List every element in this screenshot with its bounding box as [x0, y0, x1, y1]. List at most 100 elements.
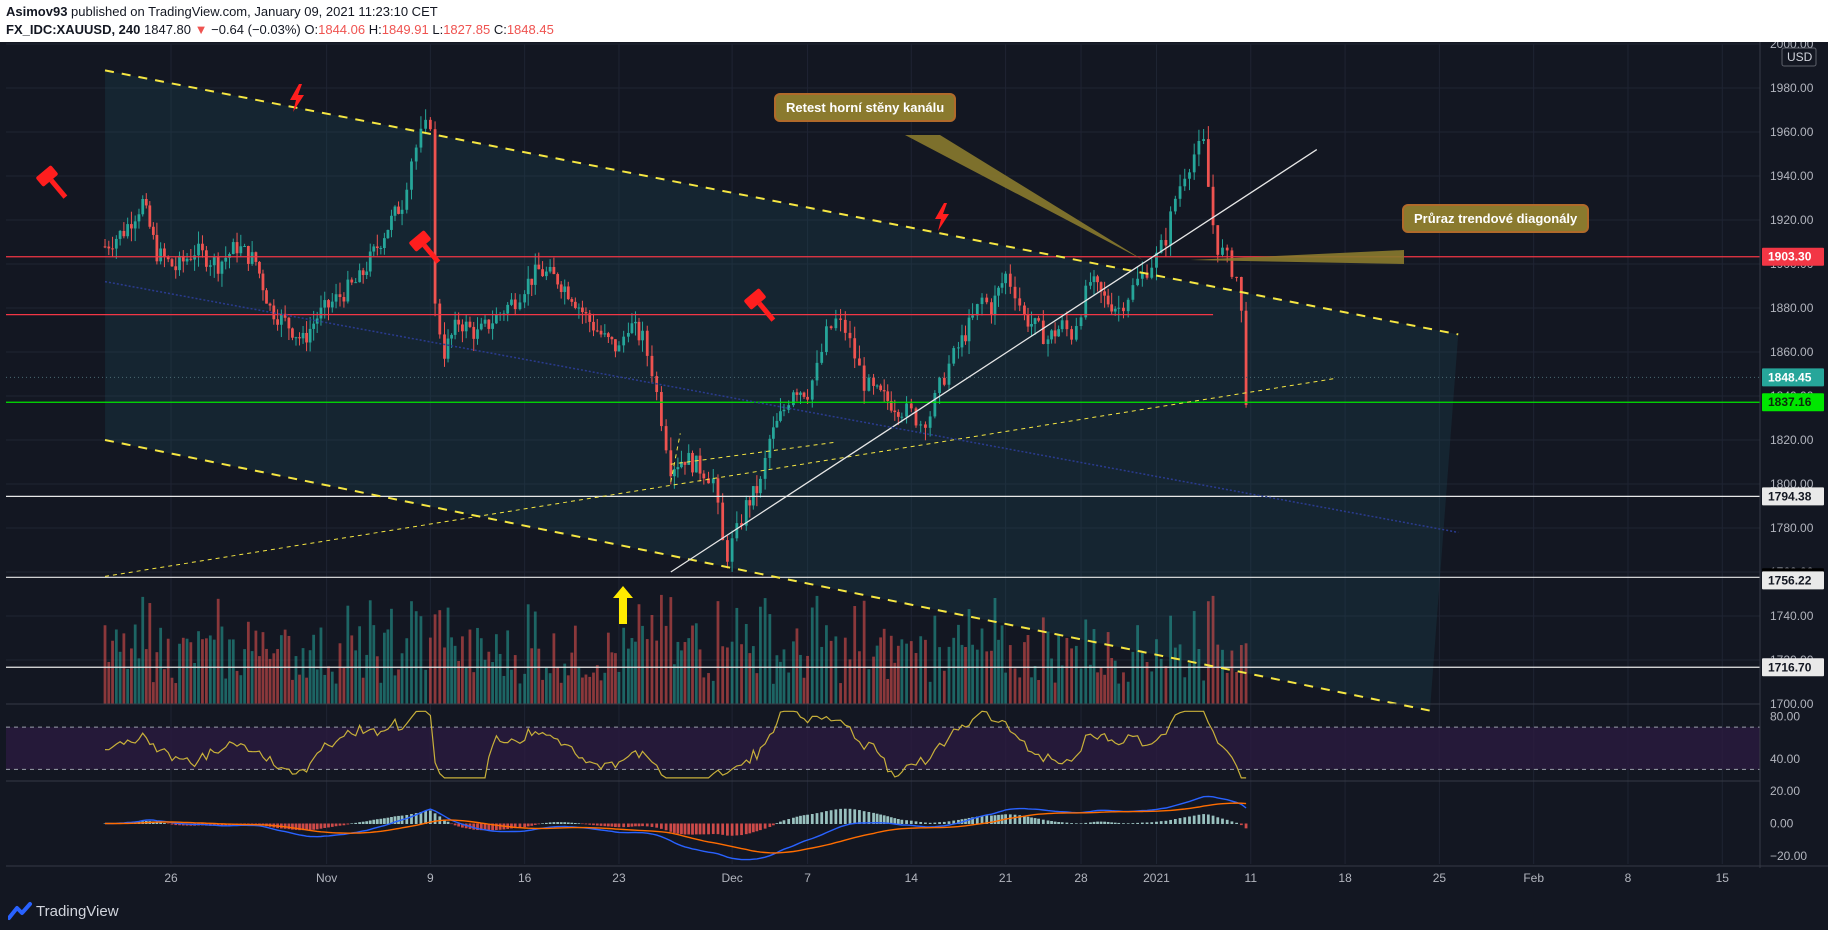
volume-bar — [1202, 680, 1206, 704]
volume-bar — [1018, 677, 1022, 704]
candle-body — [964, 335, 967, 342]
price-tick-label: 1980.00 — [1770, 81, 1814, 95]
publish-line: Asimov93 published on TradingView.com, J… — [6, 4, 438, 19]
brand-name[interactable]: TradingView — [36, 903, 119, 920]
volume-bar — [1230, 650, 1234, 704]
volume-bar — [669, 597, 673, 704]
time-tick-label: 11 — [1245, 871, 1258, 885]
macd-histogram-bar — [541, 823, 544, 824]
candle-body — [730, 538, 734, 562]
candle-body — [893, 410, 897, 413]
candle-body — [544, 271, 548, 277]
macd-tick-label: 20.00 — [1770, 784, 1800, 798]
candle-body — [414, 147, 418, 162]
volume-bar — [151, 682, 155, 704]
volume-bar — [1013, 668, 1017, 704]
candle-body — [272, 305, 276, 320]
macd-histogram-bar — [1092, 821, 1096, 824]
volume-bar — [848, 659, 852, 704]
high-label: H: — [368, 22, 382, 37]
macd-histogram-bar — [721, 823, 725, 835]
volume-bar — [1004, 672, 1007, 704]
candle-body — [338, 294, 342, 298]
macd-histogram-bar — [354, 822, 358, 824]
macd-histogram-bar — [1197, 814, 1201, 824]
macd-histogram-bar — [641, 823, 644, 827]
volume-bar — [763, 598, 767, 704]
trendline — [104, 69, 1459, 336]
publish-info: published on TradingView.com, January 09… — [67, 4, 438, 19]
candle-body — [577, 307, 581, 309]
volume-bar — [573, 625, 577, 704]
macd-histogram-bar — [487, 823, 491, 831]
macd-histogram-bar — [1169, 819, 1173, 824]
candle-body — [239, 246, 243, 254]
volume-bar — [358, 626, 362, 704]
macd-pane — [6, 780, 1828, 861]
candle-body — [193, 255, 196, 260]
macd-histogram-bar — [993, 815, 997, 824]
macd-histogram-bar — [882, 815, 886, 824]
candle-body — [506, 304, 510, 314]
price-axis[interactable]: 1700.001720.001740.001760.001780.001800.… — [1759, 42, 1828, 892]
volume-bar — [730, 641, 734, 704]
time-tick-label: 21 — [999, 871, 1013, 885]
macd-histogram-bar — [308, 823, 312, 831]
candle-body — [323, 300, 327, 308]
time-tick-label: 9 — [427, 871, 434, 885]
candle-body — [614, 339, 617, 352]
volume-bar — [537, 648, 541, 704]
macd-histogram-bar — [759, 823, 762, 831]
candle-body — [1037, 318, 1040, 321]
macd-histogram-bar — [825, 811, 828, 824]
macd-histogram-bar — [599, 823, 603, 826]
candle-body — [872, 377, 875, 386]
price-tag-label: 1716.70 — [1768, 660, 1812, 674]
macd-histogram-bar — [683, 823, 687, 835]
candle-body — [924, 424, 927, 428]
annotation-retest[interactable]: Retest horní stěny kanálu — [774, 93, 957, 122]
volume-bar — [990, 650, 993, 704]
macd-histogram-bar — [889, 817, 893, 824]
volume-bar — [577, 666, 581, 704]
macd-histogram-bar — [779, 821, 782, 824]
macd-histogram-bar — [544, 822, 548, 824]
volume-bar — [438, 610, 442, 704]
lightning-icon — [935, 203, 949, 231]
time-axis[interactable]: 26 Nov 9 16 23 Dec 7 14 21 28 2021 11 18 25 Feb 8 15 — [6, 865, 1828, 885]
macd-histogram-bar — [839, 808, 842, 824]
macd-histogram-bar — [1178, 818, 1182, 824]
candle-body — [122, 230, 126, 237]
volume-bar — [287, 635, 291, 704]
candle-body — [556, 274, 560, 285]
candle-body — [1013, 286, 1017, 299]
macd-histogram-bar — [518, 823, 522, 828]
volume-bar — [1110, 658, 1114, 704]
candle-body — [1008, 273, 1012, 287]
macd-histogram-bar — [573, 823, 577, 824]
macd-histogram-bar — [1225, 819, 1229, 824]
volume-bar — [775, 655, 779, 704]
rsi-pane — [6, 703, 1828, 779]
price-chart[interactable]: 1700.001720.001740.001760.001780.001800.… — [0, 42, 1828, 892]
volume-bar — [141, 596, 145, 704]
volume-bar — [231, 639, 235, 704]
price-tick-label: 1700.00 — [1770, 697, 1814, 711]
candle-body — [896, 412, 900, 417]
macd-histogram-bar — [386, 817, 390, 824]
candle-body — [795, 392, 799, 395]
candle-body — [792, 392, 795, 406]
volume-bar — [779, 661, 782, 704]
author-name[interactable]: Asimov93 — [6, 4, 68, 19]
annotation-pruraz[interactable]: Průraz trendové diagonály — [1402, 204, 1590, 233]
macd-histogram-bar — [1188, 816, 1191, 824]
volume-bar — [461, 636, 464, 704]
candle-body — [513, 299, 517, 310]
candle-body — [166, 257, 170, 260]
volume-bar — [107, 661, 111, 704]
candle-body — [483, 319, 487, 324]
volume-bar — [655, 640, 659, 704]
volume-bar — [1079, 668, 1083, 704]
volume-bar — [993, 597, 997, 704]
volume-bar — [111, 640, 114, 704]
